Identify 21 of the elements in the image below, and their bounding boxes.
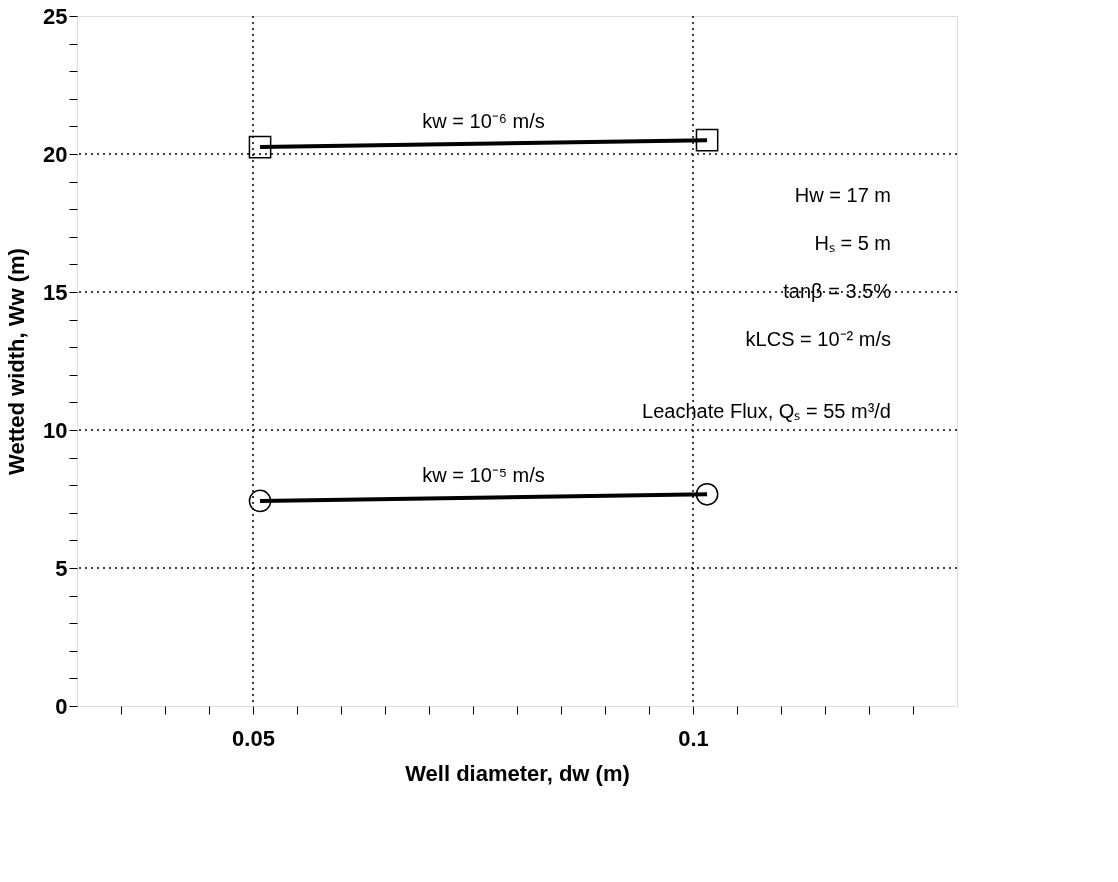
y-tick-label: 20 [43, 141, 68, 167]
y-tick-label: 25 [43, 3, 68, 29]
annotation: kw = 10⁻⁵ m/s [422, 463, 545, 486]
y-axis-title: Wetted width, Ww (m) [4, 248, 30, 475]
annotation: Hw = 17 m [794, 184, 891, 206]
annotation: kLCS = 10⁻² m/s [745, 328, 891, 350]
y-tick-label: 15 [43, 279, 68, 305]
annotation: kw = 10⁻⁶ m/s [422, 109, 545, 132]
point [248, 135, 272, 159]
y-tick-label: 10 [43, 417, 68, 443]
point [695, 482, 719, 506]
annotation: Leachate Flux, Qₛ = 55 m³/d [642, 400, 891, 422]
x-axis-title: Well diameter, dw (m) [405, 760, 630, 786]
x-tick-label: 0.1 [678, 725, 709, 751]
y-tick-label: 5 [55, 555, 68, 581]
annotation: tanβ = 3.5% [783, 280, 892, 302]
annotation: Hₛ = 5 m [814, 232, 891, 254]
x-tick-label: 0.05 [232, 725, 275, 751]
point [248, 489, 272, 513]
point [695, 128, 719, 152]
y-tick-label: 0 [55, 693, 68, 719]
